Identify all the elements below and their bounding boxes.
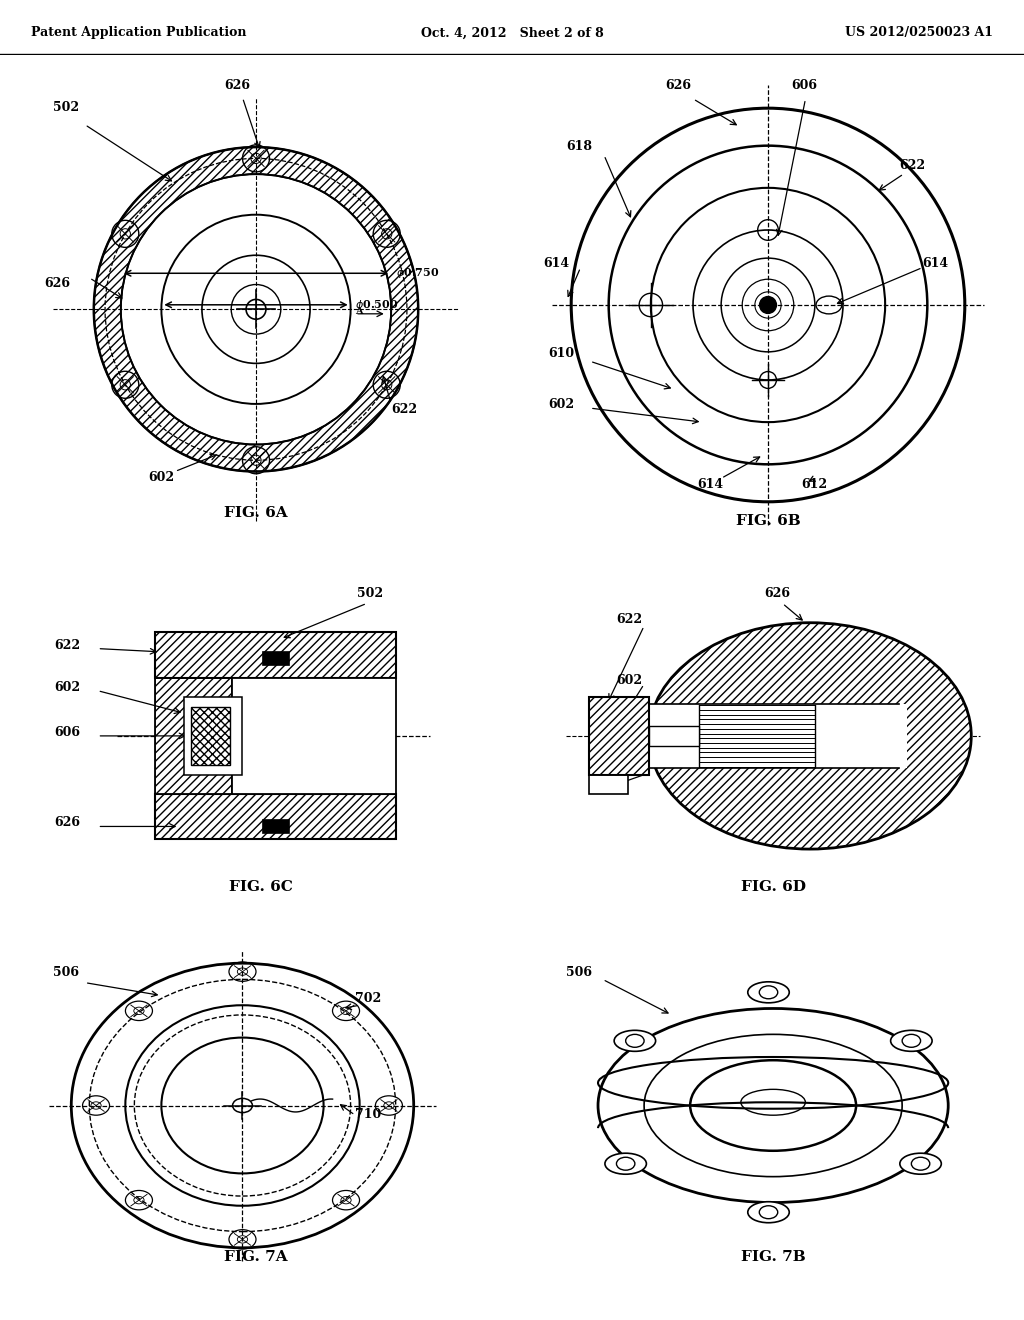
Text: 702: 702 bbox=[355, 993, 381, 1005]
Circle shape bbox=[649, 623, 971, 849]
Text: 626: 626 bbox=[665, 79, 691, 92]
Text: 626: 626 bbox=[764, 587, 790, 599]
Text: 614: 614 bbox=[543, 257, 569, 271]
Bar bbox=[156, 632, 396, 677]
Text: 612: 612 bbox=[801, 478, 827, 491]
Text: 622: 622 bbox=[54, 639, 80, 652]
Text: 502: 502 bbox=[53, 102, 80, 114]
Text: 602: 602 bbox=[54, 681, 80, 693]
Text: 626: 626 bbox=[54, 817, 80, 829]
Text: 622: 622 bbox=[899, 160, 926, 172]
Bar bbox=[184, 697, 242, 775]
Text: 606: 606 bbox=[616, 719, 642, 733]
Bar bbox=[589, 697, 649, 775]
Text: 506: 506 bbox=[53, 966, 79, 979]
Text: 626: 626 bbox=[44, 277, 71, 290]
Text: Patent Application Publication: Patent Application Publication bbox=[31, 26, 246, 40]
Text: 626: 626 bbox=[224, 78, 251, 91]
Bar bbox=[191, 706, 229, 766]
Bar bbox=[262, 818, 289, 833]
Bar bbox=[644, 704, 907, 768]
Text: FIG. 7A: FIG. 7A bbox=[224, 1250, 288, 1263]
Ellipse shape bbox=[748, 982, 790, 1003]
Text: 502: 502 bbox=[357, 587, 384, 599]
Text: 614: 614 bbox=[923, 257, 949, 271]
Text: FIG. 6B: FIG. 6B bbox=[735, 515, 801, 528]
Bar bbox=[156, 677, 232, 795]
Bar bbox=[232, 677, 396, 795]
Text: 606: 606 bbox=[792, 79, 817, 92]
Text: 614: 614 bbox=[697, 478, 724, 491]
Text: A: A bbox=[355, 306, 362, 315]
Ellipse shape bbox=[748, 1201, 790, 1222]
Bar bbox=[589, 697, 649, 775]
Ellipse shape bbox=[605, 1154, 646, 1175]
Text: FIG. 6C: FIG. 6C bbox=[229, 880, 293, 894]
Ellipse shape bbox=[900, 1154, 941, 1175]
Bar bbox=[156, 795, 396, 840]
Text: 506: 506 bbox=[565, 966, 592, 979]
Text: 602: 602 bbox=[548, 399, 573, 411]
Text: 610: 610 bbox=[616, 764, 643, 777]
Text: 610: 610 bbox=[548, 347, 573, 359]
Text: FIG. 6D: FIG. 6D bbox=[740, 880, 806, 894]
Bar bbox=[156, 632, 396, 677]
Text: 602: 602 bbox=[616, 675, 643, 688]
Ellipse shape bbox=[614, 1031, 655, 1051]
Bar bbox=[589, 775, 628, 795]
Text: $\phi$0.750: $\phi$0.750 bbox=[395, 267, 439, 280]
Ellipse shape bbox=[891, 1031, 932, 1051]
Text: FIG. 7B: FIG. 7B bbox=[740, 1250, 806, 1263]
Circle shape bbox=[760, 297, 776, 313]
Text: 622: 622 bbox=[391, 403, 418, 416]
Text: 710: 710 bbox=[355, 1109, 381, 1122]
Text: FIG. 6A: FIG. 6A bbox=[224, 506, 288, 520]
Text: 618: 618 bbox=[566, 140, 593, 153]
Text: 606: 606 bbox=[54, 726, 80, 739]
Text: 622: 622 bbox=[616, 612, 643, 626]
Text: Oct. 4, 2012   Sheet 2 of 8: Oct. 4, 2012 Sheet 2 of 8 bbox=[421, 26, 603, 40]
Bar bbox=[156, 795, 396, 840]
Bar bbox=[649, 726, 699, 746]
Bar bbox=[262, 651, 289, 665]
Text: US 2012/0250023 A1: US 2012/0250023 A1 bbox=[845, 26, 993, 40]
Text: 602: 602 bbox=[147, 470, 174, 483]
Bar bbox=[191, 706, 229, 766]
Bar bbox=[156, 677, 232, 795]
Text: $\phi$0.500: $\phi$0.500 bbox=[355, 298, 398, 312]
